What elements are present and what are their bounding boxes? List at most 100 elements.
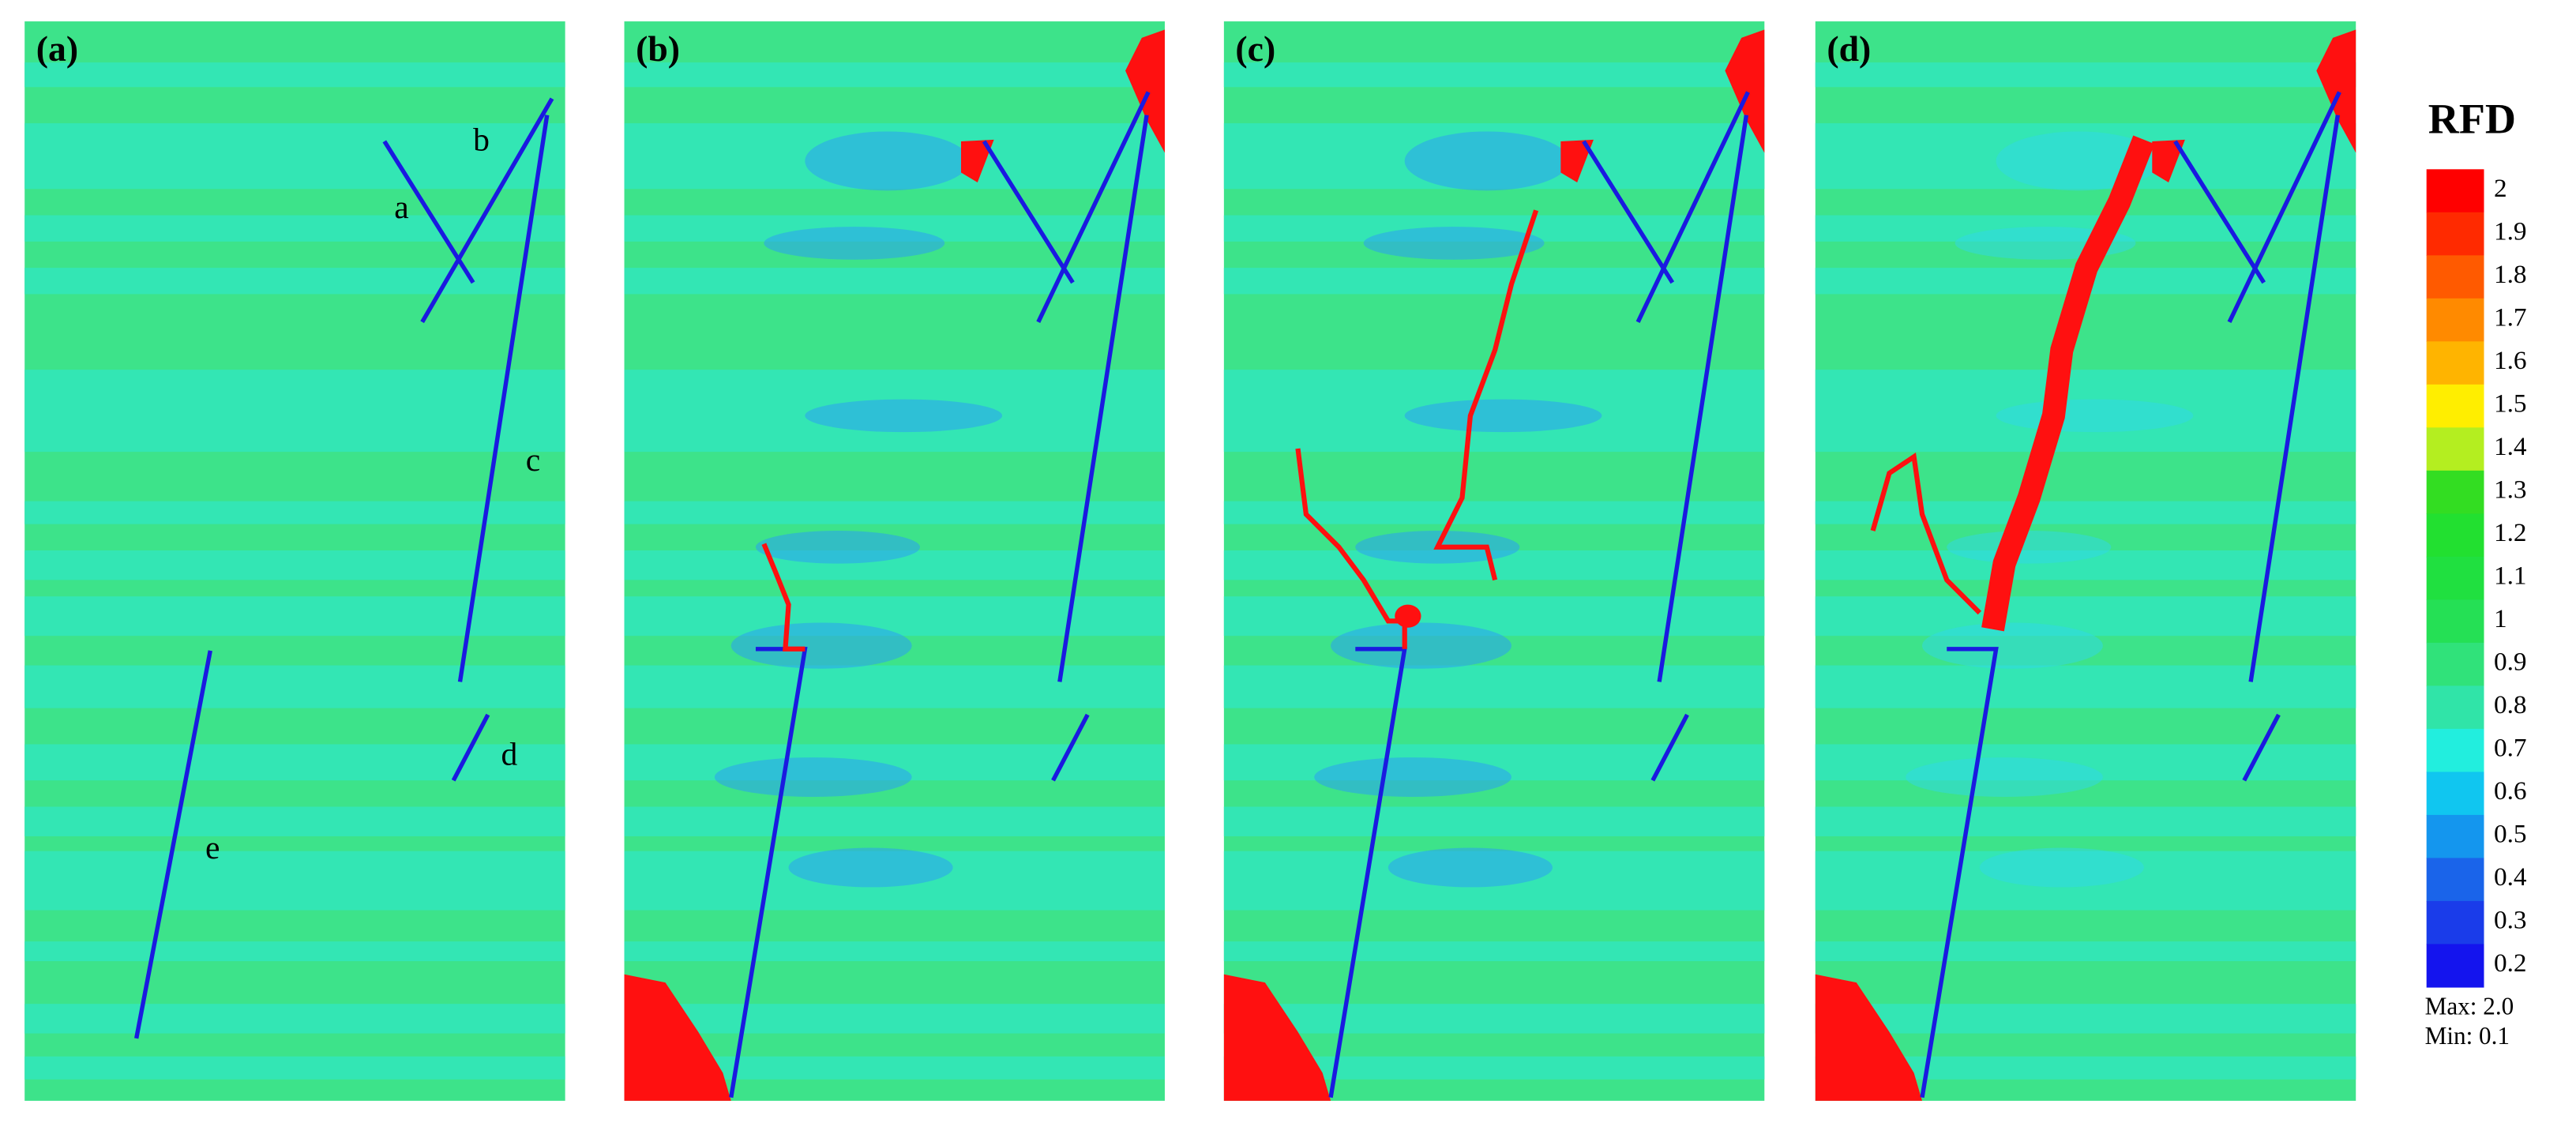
color-band bbox=[2426, 470, 2484, 514]
low-stress-zone bbox=[805, 399, 1003, 433]
low-stress-zone bbox=[764, 227, 945, 260]
low-stress-zone bbox=[788, 847, 953, 888]
layer-stripe bbox=[24, 268, 565, 295]
damage-zone bbox=[2316, 29, 2356, 153]
layer-stripe bbox=[24, 851, 565, 911]
damage-zone bbox=[1560, 139, 1594, 182]
layer-stripe bbox=[624, 501, 1165, 524]
layer-stripe bbox=[24, 550, 565, 580]
colorbar-tick-label: 2 bbox=[2494, 174, 2507, 203]
layer-stripe bbox=[1223, 665, 1765, 708]
low-stress-zone bbox=[1388, 847, 1553, 888]
damage-zone bbox=[961, 139, 994, 182]
colorbar-tick-label: 0.9 bbox=[2494, 648, 2527, 677]
colorbar-tick-label: 0.3 bbox=[2494, 906, 2527, 935]
layer-stripe bbox=[624, 665, 1165, 708]
fracture bbox=[451, 713, 490, 782]
color-band bbox=[2426, 513, 2484, 558]
panel: (a) a b c d e bbox=[24, 21, 565, 1101]
layer-stripe bbox=[624, 806, 1165, 836]
layer-stripe bbox=[24, 62, 565, 88]
color-band bbox=[2426, 384, 2484, 428]
layer-stripe bbox=[1815, 596, 2356, 637]
fracture bbox=[420, 97, 554, 324]
fracture-label: a bbox=[394, 189, 408, 225]
damage-zone bbox=[1725, 29, 1765, 153]
layer-stripe bbox=[24, 1004, 565, 1034]
colorbar-tick-label: 1.8 bbox=[2494, 260, 2527, 289]
layer-stripe bbox=[1223, 806, 1765, 836]
colorbar-tick-label: 0.4 bbox=[2494, 862, 2527, 892]
crack-path bbox=[1981, 135, 2155, 632]
color-band bbox=[2426, 814, 2484, 859]
layer-stripe bbox=[1223, 941, 1765, 962]
color-band bbox=[2426, 900, 2484, 945]
fracture bbox=[1051, 713, 1090, 782]
fracture bbox=[1635, 91, 1750, 323]
colorbar-min: Min: 0.1 bbox=[2425, 1022, 2510, 1050]
colorbar-max: Max: 2.0 bbox=[2425, 993, 2514, 1020]
color-band bbox=[2426, 255, 2484, 299]
fracture bbox=[1920, 647, 1999, 1099]
low-stress-zone bbox=[1922, 622, 2103, 669]
panel-label: (d) bbox=[1827, 28, 1871, 69]
fracture bbox=[1657, 115, 1749, 682]
damage-zone bbox=[1223, 974, 1331, 1101]
low-stress-zone bbox=[1363, 227, 1545, 260]
colorbar-tick-label: 0.7 bbox=[2494, 734, 2527, 763]
crack-path bbox=[1870, 453, 1982, 615]
fracture bbox=[982, 140, 1075, 284]
color-band bbox=[2426, 772, 2484, 816]
fracture-label: c bbox=[526, 441, 540, 478]
layer-stripe bbox=[624, 1004, 1165, 1034]
layer-stripe bbox=[1815, 62, 2356, 88]
panel-label: (b) bbox=[636, 28, 680, 69]
layer-stripe bbox=[24, 665, 565, 708]
colorbar-tick-label: 1.2 bbox=[2494, 518, 2527, 547]
damage-zone bbox=[624, 974, 731, 1101]
layer-stripe bbox=[24, 806, 565, 836]
fracture bbox=[1650, 713, 1689, 782]
colorbar-title: RFD bbox=[2428, 95, 2516, 142]
colorbar-tick-label: 0.8 bbox=[2494, 690, 2527, 719]
layer-stripe bbox=[24, 744, 565, 781]
low-stress-zone bbox=[805, 131, 970, 191]
layer-stripe bbox=[1815, 665, 2356, 708]
low-stress-zone bbox=[714, 757, 912, 798]
colorbar-tick-label: 1 bbox=[2494, 604, 2507, 633]
crack-path bbox=[1433, 209, 1539, 581]
colorbar-tick-label: 0.6 bbox=[2494, 776, 2527, 806]
layer-stripe bbox=[624, 596, 1165, 637]
low-stress-zone bbox=[1996, 399, 2194, 433]
color-band bbox=[2426, 728, 2484, 773]
layer-stripe bbox=[24, 501, 565, 524]
damage-zone bbox=[1395, 604, 1421, 628]
layer-stripe bbox=[1223, 62, 1765, 88]
crack-path bbox=[761, 543, 805, 652]
low-stress-zone bbox=[730, 622, 912, 669]
color-band bbox=[2426, 427, 2484, 471]
fracture bbox=[1036, 91, 1151, 323]
fracture-label: e bbox=[205, 829, 220, 866]
fracture-label: b bbox=[473, 122, 490, 158]
color-band bbox=[2426, 642, 2484, 687]
damage-zone bbox=[2152, 139, 2185, 182]
low-stress-zone bbox=[1404, 399, 1602, 433]
low-stress-zone bbox=[755, 530, 920, 564]
damage-zone bbox=[1125, 29, 1165, 153]
fracture bbox=[2248, 115, 2341, 682]
colorbar-tick-label: 1.1 bbox=[2494, 562, 2527, 591]
layer-stripe bbox=[1223, 268, 1765, 295]
layer-stripe bbox=[24, 123, 565, 190]
layer-stripe bbox=[624, 268, 1165, 295]
color-band bbox=[2426, 341, 2484, 385]
layer-stripe bbox=[24, 1056, 565, 1080]
layer-stripe bbox=[1815, 806, 2356, 836]
fracture bbox=[2227, 91, 2341, 323]
low-stress-zone bbox=[1906, 757, 2103, 798]
color-band bbox=[2426, 298, 2484, 342]
panel-label: (a) bbox=[36, 28, 78, 69]
fracture bbox=[457, 115, 550, 682]
